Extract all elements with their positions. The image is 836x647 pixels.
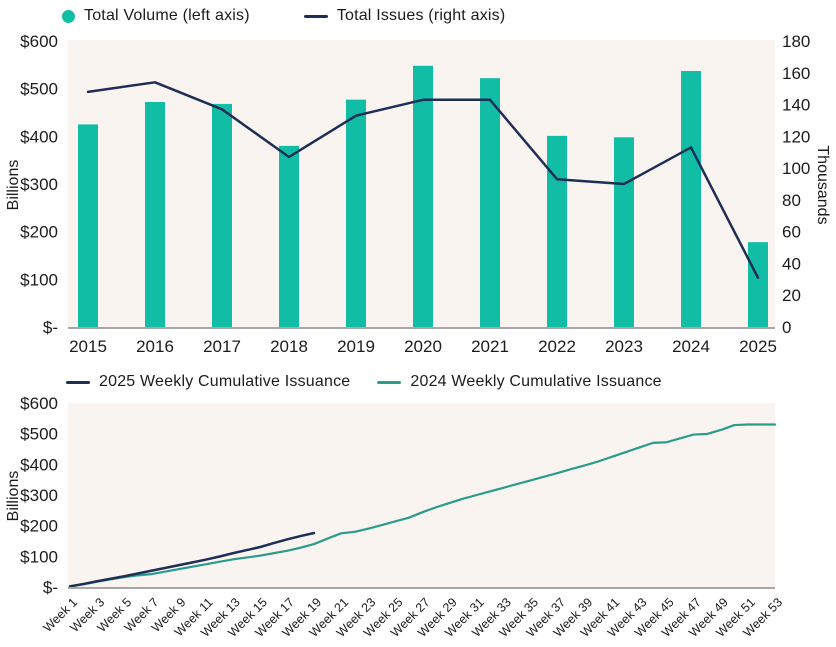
bottom-plot-area — [68, 403, 775, 587]
total-volume-legend-label: Total Volume (left axis) — [84, 7, 250, 24]
total-volume-bar-2019 — [346, 99, 366, 327]
year-label-2025: 2025 — [739, 337, 777, 356]
total-volume-dot-icon — [62, 9, 75, 23]
issuance-2024-line-icon — [377, 380, 402, 384]
top-chart-legend: Total Volume (left axis) Total Issues (r… — [62, 7, 505, 25]
bottom-left-axis-tick-label: $400 — [20, 455, 58, 474]
total-volume-bar-2022 — [547, 135, 567, 327]
bottom-left-axis-tick-label: $500 — [20, 425, 58, 444]
year-label-2017: 2017 — [203, 337, 241, 356]
year-label-2024: 2024 — [672, 337, 710, 356]
issuance-2025-line-icon — [66, 380, 90, 384]
bottom-chart-legend: 2025 Weekly Cumulative Issuance 2024 Wee… — [66, 373, 662, 391]
year-label-2020: 2020 — [404, 337, 442, 356]
year-label-2015: 2015 — [69, 337, 107, 356]
total-volume-bar-2018 — [279, 145, 299, 327]
annual-chart-canvas: $- $100 $200 $300 $400 $500 $600 0 20 40 60 80 100 12… — [20, 32, 810, 356]
legend-item-total-issues: Total Issues (right axis) — [303, 7, 506, 25]
issuance-2025-legend-label: 2025 Weekly Cumulative Issuance — [99, 373, 351, 390]
top-left-axis-tick-label: $- — [43, 318, 58, 337]
top-right-axis-tick-label: 100 — [782, 159, 810, 178]
issuance-2024-line — [68, 423, 777, 588]
year-label-2016: 2016 — [136, 337, 174, 356]
top-right-axis-tick-label: 120 — [782, 127, 810, 146]
top-left-axis-title: Billions — [5, 159, 22, 211]
total-volume-bar-2015 — [78, 124, 98, 328]
bottom-left-axis-title: Billions — [5, 470, 22, 522]
total-volume-bar-2023 — [614, 137, 634, 327]
top-right-axis-title: Thousands — [814, 145, 831, 225]
top-right-axis-tick-label: 140 — [782, 96, 810, 115]
issuance-2024-legend-label: 2024 Weekly Cumulative Issuance — [410, 373, 662, 390]
total-volume-bar-2017 — [212, 103, 232, 327]
top-left-axis-tick-label: $100 — [20, 270, 58, 289]
total-volume-bar-2024 — [681, 71, 701, 327]
bottom-left-axis-tick-label: $200 — [20, 517, 58, 536]
bottom-left-axis-tick-label: $300 — [20, 486, 58, 505]
year-label-2021: 2021 — [471, 337, 509, 356]
top-left-axis-tick-label: $400 — [20, 127, 58, 146]
year-label-2023: 2023 — [605, 337, 643, 356]
top-right-axis-tick-label: 60 — [782, 223, 801, 242]
legend-item-total-volume: Total Volume (left axis) — [62, 7, 250, 25]
top-left-axis-tick-label: $500 — [20, 80, 58, 99]
top-right-axis-tick-label: 180 — [782, 32, 810, 51]
total-volume-bar-2021 — [480, 78, 500, 328]
issuance-2025-line — [68, 531, 316, 588]
total-issues-line — [86, 81, 760, 279]
year-label-2019: 2019 — [337, 337, 375, 356]
bottom-left-axis-tick-label: $600 — [20, 394, 58, 413]
top-right-axis-tick-label: 160 — [782, 64, 810, 83]
legend-item-2025-issuance: 2025 Weekly Cumulative Issuance — [66, 373, 350, 391]
total-issues-line-icon — [303, 14, 328, 18]
bottom-left-axis-tick-label: $- — [43, 578, 58, 597]
year-label-2022: 2022 — [538, 337, 576, 356]
top-left-axis-tick-label: $300 — [20, 175, 58, 194]
top-right-axis-tick-label: 20 — [782, 286, 801, 305]
total-volume-bar-2020 — [413, 65, 433, 327]
year-label-2018: 2018 — [270, 337, 308, 356]
top-right-axis-tick-label: 40 — [782, 254, 801, 273]
legend-item-2024-issuance: 2024 Weekly Cumulative Issuance — [377, 373, 662, 391]
top-right-axis-tick-label: 80 — [782, 191, 801, 210]
top-left-axis-tick-label: $600 — [20, 32, 58, 51]
top-left-axis-tick-label: $200 — [20, 223, 58, 242]
bottom-left-axis-tick-label: $100 — [20, 547, 58, 566]
total-volume-bar-2025 — [748, 242, 768, 327]
top-right-axis-tick-label: 0 — [782, 318, 791, 337]
total-volume-bar-2016 — [145, 102, 165, 327]
total-issues-legend-label: Total Issues (right axis) — [336, 7, 506, 24]
